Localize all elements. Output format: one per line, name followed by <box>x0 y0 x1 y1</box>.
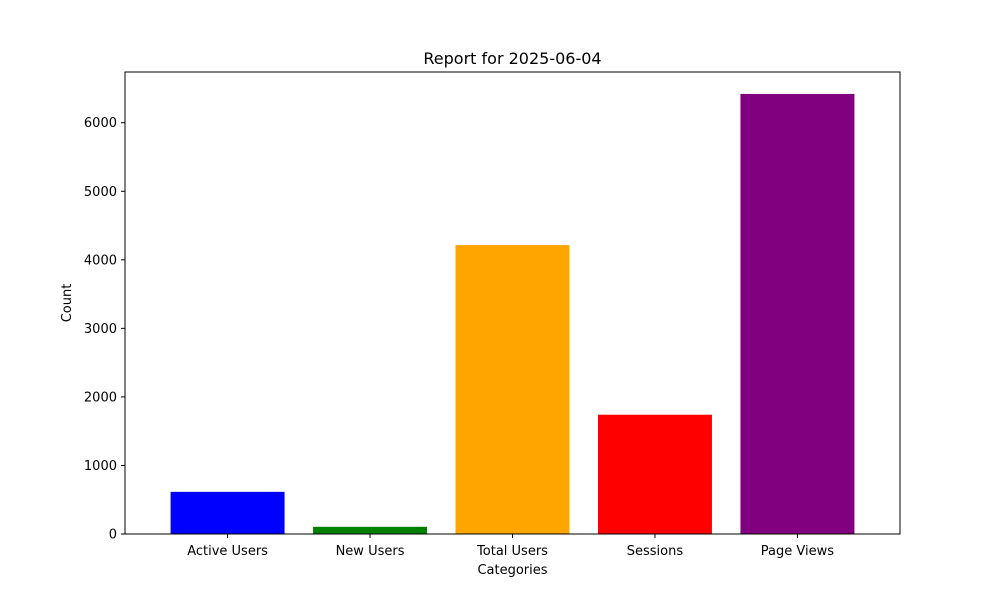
chart-title: Report for 2025-06-04 <box>423 49 601 68</box>
y-tick-label: 4000 <box>84 253 117 268</box>
bar-total-users <box>455 245 570 535</box>
y-axis: 0 1000 2000 3000 4000 5000 6000 <box>84 116 125 543</box>
y-tick-label: 0 <box>109 528 117 543</box>
x-axis-label: Categories <box>477 563 547 578</box>
x-tick-label: New Users <box>336 544 405 559</box>
bar-active-users <box>170 491 285 534</box>
x-tick-label: Active Users <box>187 544 268 559</box>
bar-new-users <box>313 526 428 534</box>
y-tick-label: 2000 <box>84 390 117 405</box>
x-tick-label: Page Views <box>761 544 834 559</box>
y-tick-label: 6000 <box>84 116 117 131</box>
y-tick-label: 3000 <box>84 322 117 337</box>
x-tick-label: Sessions <box>627 544 684 559</box>
x-tick-label: Total Users <box>476 544 548 559</box>
bars-group <box>170 93 855 535</box>
y-tick-label: 5000 <box>84 185 117 200</box>
bar-sessions <box>597 414 712 534</box>
plot-frame <box>124 71 901 535</box>
x-axis: Active Users New Users Total Users Sessions… <box>187 534 834 559</box>
bar-page-views <box>740 93 855 534</box>
y-axis-label: Count <box>60 284 75 323</box>
y-tick-label: 1000 <box>84 459 117 474</box>
